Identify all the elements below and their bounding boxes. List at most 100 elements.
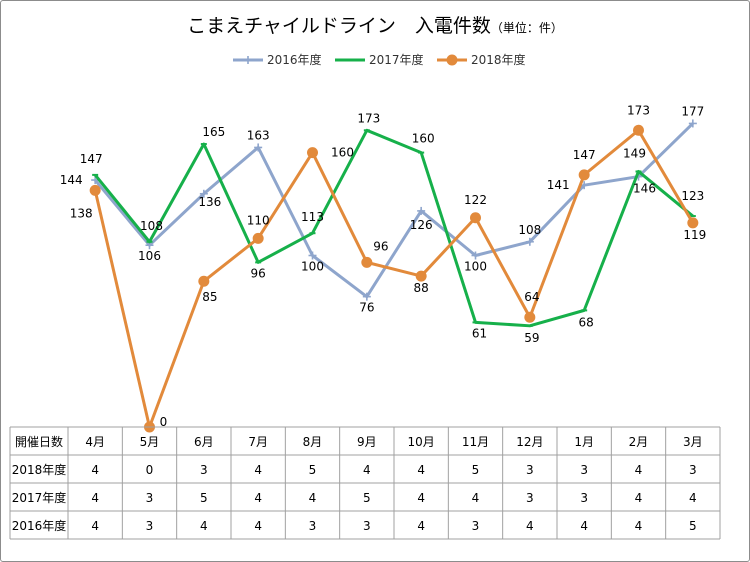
point-0-6 [417, 206, 426, 215]
data-label-1-4: 113 [301, 210, 324, 224]
data-label-0-2: 136 [198, 195, 221, 209]
data-label-2-1: 0 [160, 415, 168, 429]
legend-label-2: 2018年度 [471, 52, 526, 67]
table-cell-2-5: 3 [363, 519, 371, 533]
data-label-2-2: 85 [202, 290, 217, 304]
table-cell-2-3: 4 [254, 519, 262, 533]
series-line-1 [94, 128, 694, 328]
table-cell-1-6: 4 [417, 491, 425, 505]
point-2-0 [89, 184, 101, 196]
legend-label-0: 2016年度 [267, 52, 322, 67]
month-label-11: 3月 [683, 435, 703, 449]
chart-title: こまえチャイルドライン 入電件数（単位：件） [187, 15, 563, 37]
point-2-11 [687, 217, 699, 229]
data-label-0-9: 141 [547, 178, 570, 192]
data-label-1-0: 147 [80, 152, 103, 166]
table-cell-0-5: 4 [363, 463, 371, 477]
data-label-1-5: 173 [357, 111, 380, 125]
data-label-2-3: 110 [247, 213, 270, 227]
data-label-1-8: 59 [524, 331, 539, 345]
table-cell-2-7: 3 [472, 519, 480, 533]
data-label-0-7: 100 [464, 260, 487, 274]
point-2-10 [633, 124, 644, 136]
table-cell-0-11: 3 [689, 463, 697, 477]
data-label-0-10: 146 [633, 182, 656, 196]
data-label-0-8: 108 [518, 223, 541, 237]
data-label-0-4: 100 [301, 260, 324, 274]
table-cell-2-8: 4 [526, 519, 534, 533]
data-label-2-8: 64 [524, 290, 539, 304]
table-cell-0-9: 3 [580, 463, 588, 477]
table-cell-1-5: 5 [363, 491, 371, 505]
point-2-8 [524, 311, 536, 323]
table-row-label-1: 2017年度 [12, 490, 67, 505]
table-cell-0-7: 5 [472, 463, 480, 477]
table-cell-0-6: 4 [417, 463, 425, 477]
data-label-2-0: 138 [70, 206, 93, 220]
data-label-0-0: 144 [60, 173, 83, 187]
data-label-1-1: 108 [140, 219, 163, 233]
table-cell-2-6: 4 [417, 519, 425, 533]
table-cell-1-9: 3 [580, 491, 588, 505]
table-cell-1-4: 4 [309, 491, 317, 505]
point-0-3 [254, 143, 263, 152]
data-label-0-1: 106 [138, 249, 161, 263]
table-cell-2-10: 4 [635, 519, 643, 533]
month-label-9: 1月 [574, 435, 594, 449]
data-label-2-7: 122 [464, 193, 487, 207]
month-label-7: 11月 [462, 435, 489, 449]
data-label-2-4: 160 [331, 146, 354, 160]
table-cell-1-7: 4 [472, 491, 480, 505]
point-2-3 [252, 232, 264, 244]
month-label-4: 8月 [303, 435, 323, 449]
month-label-6: 10月 [408, 435, 435, 449]
data-label-0-11: 177 [681, 104, 704, 118]
month-label-0: 4月 [85, 435, 105, 449]
point-2-6 [415, 270, 427, 282]
table-header-label: 開催日数 [15, 434, 63, 449]
data-label-0-5: 76 [359, 301, 374, 315]
point-2-5 [361, 256, 373, 268]
month-label-1: 5月 [140, 435, 160, 449]
table-cell-0-4: 5 [309, 463, 317, 477]
table-cell-2-4: 3 [309, 519, 317, 533]
month-label-8: 12月 [516, 435, 543, 449]
month-label-2: 6月 [194, 435, 214, 449]
table-cell-1-2: 5 [200, 491, 208, 505]
table-cell-2-2: 4 [200, 519, 208, 533]
data-label-2-9: 147 [573, 148, 596, 162]
point-0-5 [362, 292, 371, 301]
point-2-2 [198, 275, 210, 287]
table-cell-0-10: 4 [635, 463, 643, 477]
table-cell-2-11: 5 [689, 519, 697, 533]
point-2-4 [307, 147, 318, 159]
data-label-2-11: 119 [683, 228, 706, 242]
point-0-7 [471, 251, 480, 260]
series-line-0 [94, 122, 694, 299]
legend: 2016年度 2017年度 2018年度 [233, 52, 526, 67]
point-2-7 [470, 212, 481, 224]
data-label-1-7: 61 [472, 326, 487, 340]
table-cell-1-1: 3 [146, 491, 154, 505]
data-label-2-5: 96 [373, 239, 388, 253]
month-label-10: 2月 [629, 435, 649, 449]
table-cell-2-0: 4 [91, 519, 99, 533]
table-row-label-2: 2016年度 [12, 518, 67, 533]
table-cell-1-8: 3 [526, 491, 534, 505]
data-label-1-3: 96 [251, 266, 266, 280]
table-cell-2-9: 4 [580, 519, 588, 533]
data-label-1-11: 123 [681, 189, 704, 203]
point-0-11 [688, 119, 697, 128]
table-cell-1-0: 4 [91, 491, 99, 505]
series-line-2 [93, 128, 695, 429]
table-cell-1-3: 4 [254, 491, 262, 505]
data-label-0-6: 126 [410, 218, 433, 232]
table-cell-0-8: 3 [526, 463, 534, 477]
legend-label-1: 2017年度 [369, 52, 424, 67]
legend-marker-2 [446, 54, 458, 66]
data-label-1-10: 149 [623, 146, 646, 160]
data-label-0-3: 163 [247, 128, 270, 142]
data-table: 開催日数 4月 5月 6月 7月 8月 9月 10月 11月 12月 1月 2月 3月 2018年度 4 0 3… [9, 426, 721, 540]
data-label-1-2: 165 [202, 125, 225, 139]
